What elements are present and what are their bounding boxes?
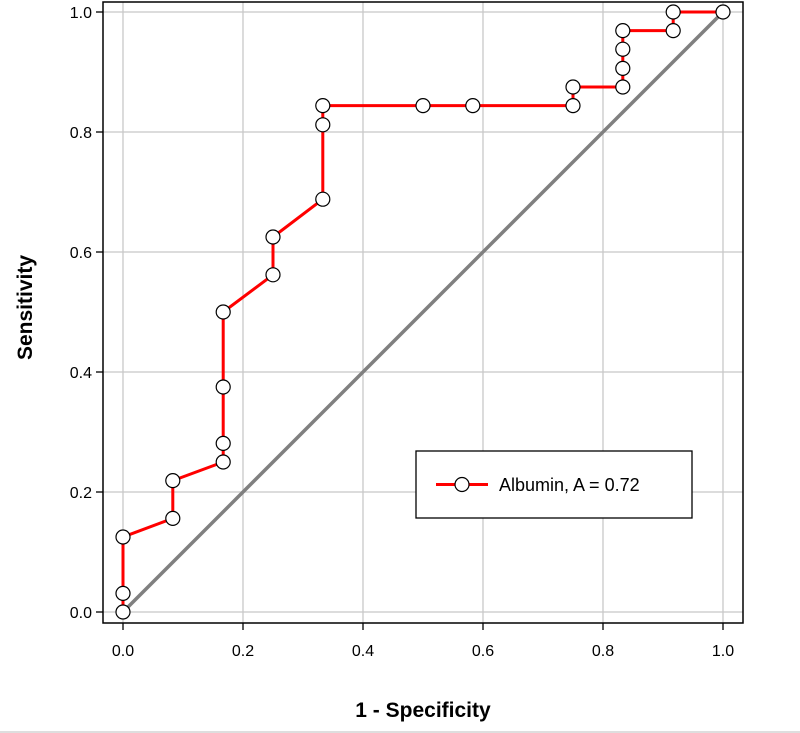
data-point [215,435,231,451]
data-point [315,117,331,133]
reference-diagonal-layer [121,10,725,614]
data-point [315,97,331,114]
y-tick-label: 0.8 [70,125,92,142]
data-point [615,79,631,95]
axes: 0.0 0.2 0.4 0.6 0.8 1.0 0.0 0.2 0.4 0.6 0.8 1.0 [70,5,734,660]
y-tick-label: 0.0 [70,605,92,622]
x-tick-label: 0.0 [112,643,134,660]
y-tick-label: 1.0 [70,5,92,22]
data-point [265,267,281,283]
data-point [215,454,231,470]
data-point [115,529,131,545]
x-axis-title: 1 - Specificity [355,699,491,722]
legend: Albumin, A = 0.72 [415,450,693,519]
data-point [415,97,431,114]
y-axis-title: Sensitivity [14,255,37,360]
plot-frame [102,1,744,624]
data-point [665,4,681,20]
legend-marker [454,476,470,493]
data-point [615,60,631,77]
data-point [265,229,281,245]
data-point [615,41,631,57]
y-tick-label: 0.6 [70,245,92,262]
data-point [465,97,481,114]
legend-label: Albumin, A = 0.72 [499,475,640,495]
reference-diagonal-line [121,10,725,614]
data-point [115,585,131,602]
series-layer [115,4,731,620]
data-point [715,4,731,20]
x-tick-label: 1.0 [712,643,734,660]
y-tick-label: 0.4 [70,365,92,382]
x-tick-label: 0.6 [472,643,494,660]
x-tick-label: 0.2 [232,643,254,660]
data-point [315,191,331,207]
data-point [565,79,581,95]
data-point [215,304,231,320]
data-point [165,473,181,489]
data-point [165,510,181,527]
x-tick-label: 0.4 [352,643,374,660]
data-point [665,23,681,39]
data-point [615,23,631,39]
x-tick-label: 0.8 [592,643,614,660]
data-point [115,604,131,620]
data-point [215,379,231,395]
data-point [565,97,581,114]
y-tick-label: 0.2 [70,485,92,502]
